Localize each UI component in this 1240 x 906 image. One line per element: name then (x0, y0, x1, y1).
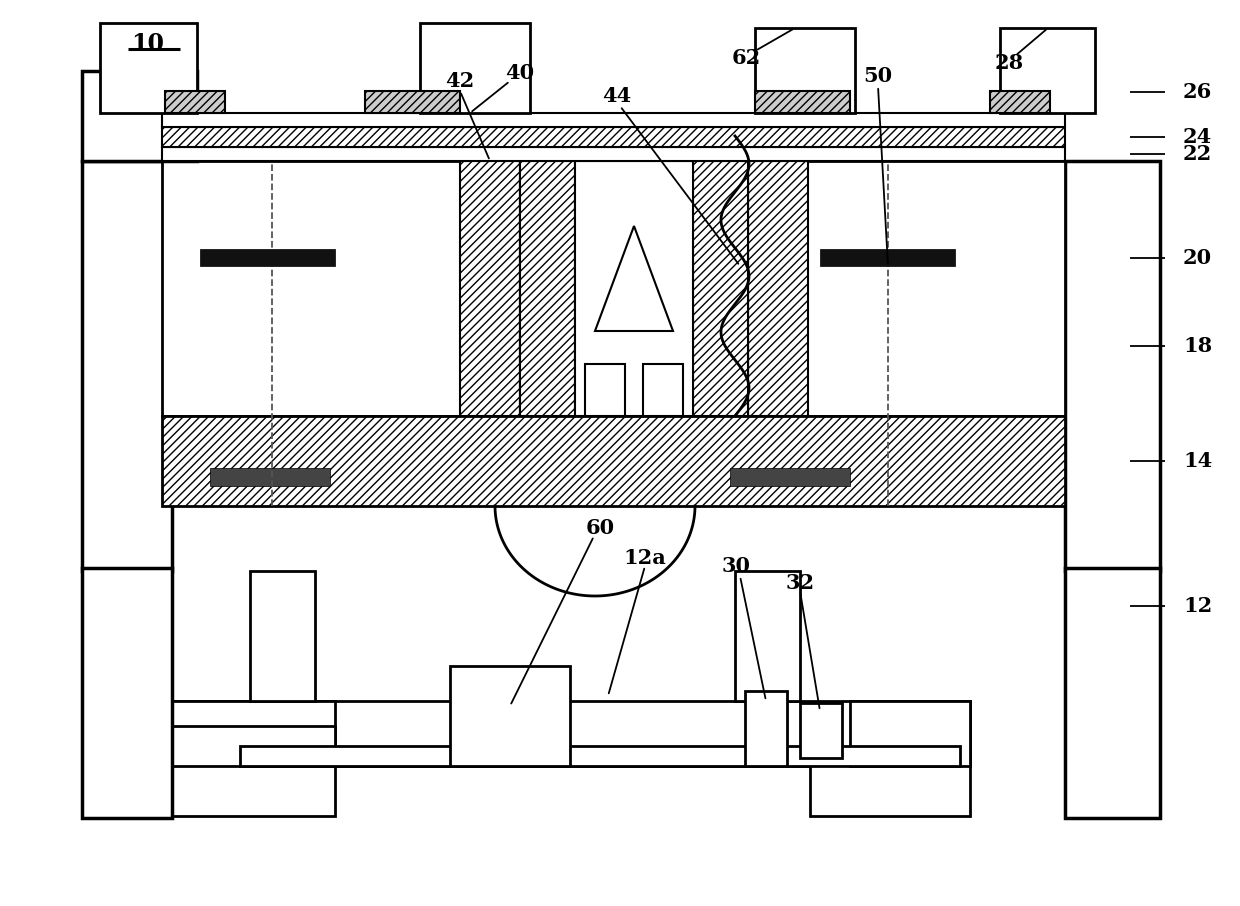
Bar (748, 161, 808, 416)
Bar (575, 161, 693, 416)
Bar (755, 161, 1065, 416)
Bar (210, 468, 330, 486)
Bar (460, 161, 520, 416)
Bar (990, 91, 1050, 113)
Text: 12: 12 (1183, 596, 1213, 616)
Bar (160, 726, 335, 766)
Text: 32: 32 (785, 573, 815, 593)
Text: 62: 62 (732, 48, 760, 68)
Text: 22: 22 (1183, 144, 1213, 164)
Text: 30: 30 (722, 556, 750, 576)
Bar (745, 691, 787, 766)
Text: 24: 24 (1183, 127, 1213, 147)
Bar (730, 468, 849, 486)
Text: 42: 42 (445, 71, 475, 91)
Bar (810, 751, 970, 816)
Bar (999, 28, 1095, 113)
Bar (644, 364, 683, 416)
Bar (820, 249, 955, 266)
Bar (162, 161, 463, 416)
Text: 44: 44 (603, 86, 631, 106)
Bar (160, 701, 970, 766)
Text: 18: 18 (1183, 336, 1213, 356)
Bar (82, 568, 172, 818)
Text: 12a: 12a (624, 548, 666, 568)
Text: 28: 28 (994, 53, 1023, 73)
Bar (755, 28, 856, 113)
Bar (200, 249, 335, 266)
Text: 14: 14 (1183, 451, 1213, 471)
Bar (82, 71, 197, 161)
Bar (100, 23, 197, 113)
Bar (849, 701, 970, 766)
Text: 50: 50 (863, 66, 893, 86)
Bar (420, 23, 529, 113)
Text: 60: 60 (585, 518, 615, 538)
Bar (82, 161, 172, 571)
Bar (800, 703, 842, 758)
Bar (520, 161, 748, 416)
Bar (520, 161, 575, 416)
Bar (450, 666, 570, 766)
Bar (755, 91, 849, 113)
Bar (162, 113, 1065, 127)
Bar (160, 701, 335, 816)
Bar (250, 571, 315, 701)
Polygon shape (595, 226, 673, 331)
Text: 40: 40 (506, 63, 534, 83)
Bar (162, 416, 1065, 506)
Bar (735, 571, 800, 701)
Bar (1065, 161, 1159, 571)
Bar (365, 91, 460, 113)
Bar (162, 147, 1065, 161)
Bar (585, 364, 625, 416)
Bar (241, 746, 960, 766)
Bar (1065, 568, 1159, 818)
Bar (165, 91, 224, 113)
Bar (162, 127, 1065, 147)
Text: 26: 26 (1183, 82, 1213, 102)
Bar (693, 161, 748, 416)
Text: 20: 20 (1183, 248, 1213, 268)
Text: 10: 10 (131, 32, 165, 56)
